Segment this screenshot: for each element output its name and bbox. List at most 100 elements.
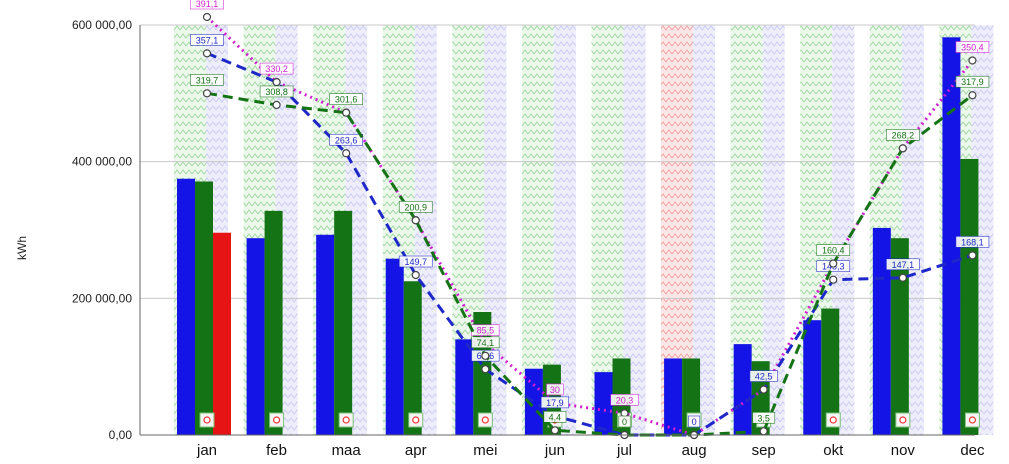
line-point — [202, 49, 212, 58]
bar-jun-0 — [524, 368, 543, 435]
background-bands — [174, 25, 994, 435]
data-label: 268,2 — [892, 130, 915, 140]
data-label: 85,5 — [477, 326, 495, 336]
x-tick-label-jan: jan — [196, 442, 217, 459]
zero-point-okt — [829, 416, 837, 424]
data-label-box — [955, 236, 990, 248]
line-point — [481, 365, 490, 374]
bar-feb-1 — [264, 210, 283, 435]
x-tick-label-nov: nov — [891, 442, 916, 459]
bar-maa-1 — [334, 210, 353, 435]
data-label-box — [886, 258, 920, 271]
line-point — [829, 259, 838, 268]
y-tick-label: 0,00 — [109, 428, 133, 442]
bar-apr-1 — [403, 281, 422, 435]
line-point — [759, 385, 768, 394]
data-label: 0 — [692, 417, 697, 427]
data-label: 200,9 — [404, 202, 427, 212]
data-label: 263,6 — [335, 135, 358, 145]
data-label: 308,8 — [265, 87, 288, 97]
line-point — [272, 77, 281, 87]
line-point — [759, 427, 768, 436]
axes: 0,00 200 000,00 400 000,00 600 000,00 jan feb… — [72, 18, 985, 459]
band-blue-pattern-aug — [693, 25, 716, 435]
data-label: 350,4 — [961, 42, 984, 52]
x-tick-label-dec: dec — [960, 442, 985, 459]
data-label: 4,4 — [549, 412, 562, 422]
data-label-box — [816, 244, 851, 256]
data-label: 149,7 — [404, 257, 427, 267]
x-tick-label-jul: jul — [616, 442, 632, 459]
bar-okt-1 — [821, 308, 840, 435]
data-label-box — [610, 394, 639, 406]
data-label: 391,1 — [196, 0, 219, 9]
band-blue-pattern-jun — [553, 25, 576, 435]
data-label-box — [190, 34, 224, 46]
x-tick-label-feb: feb — [266, 442, 287, 459]
bar-feb-0 — [246, 238, 265, 435]
data-label: 147,1 — [892, 260, 915, 270]
data-label: 3,5 — [757, 413, 770, 423]
line-point — [898, 273, 907, 282]
bar-okt-0 — [803, 320, 822, 435]
line-point — [411, 270, 420, 280]
bar-dec-1 — [960, 158, 979, 435]
data-label-box — [259, 85, 294, 98]
line-point — [968, 91, 977, 100]
data-label-box — [618, 415, 631, 428]
x-tick-label-mei: mei — [473, 442, 497, 459]
bar-apr-0 — [385, 258, 404, 435]
data-label-box — [329, 93, 363, 105]
zero-point-mei — [481, 416, 489, 424]
y-tick-label: 400 000,00 — [72, 155, 132, 169]
data-label: 74,1 — [477, 338, 495, 348]
x-tick-label-sep: sep — [752, 442, 776, 459]
line-point — [968, 251, 977, 260]
data-label-box — [471, 336, 500, 349]
data-label-box — [752, 411, 776, 424]
line-series: 391,1 330,2 85,5 30 20,3 350,4 357,1 263,6 149,7… — [190, 0, 990, 440]
line-series-1 — [206, 51, 973, 437]
zero-point-maa — [342, 416, 350, 424]
data-label-box — [190, 0, 224, 10]
data-label: 20,3 — [616, 395, 634, 405]
bar-jul-0 — [594, 372, 613, 435]
line-point — [829, 275, 838, 284]
x-tick-label-okt: okt — [823, 442, 844, 459]
data-label-box — [955, 41, 990, 53]
bar-mei-0 — [455, 339, 474, 435]
y-tick-label: 200 000,00 — [72, 291, 132, 305]
y-axis-label: kWh — [15, 236, 29, 260]
bar-jan-0 — [177, 178, 195, 435]
x-tick-label-maa: maa — [332, 442, 362, 459]
zero-point-dec — [968, 416, 977, 424]
data-label-box — [329, 133, 363, 146]
x-tick-label-aug: aug — [682, 442, 707, 459]
line-point — [202, 89, 212, 98]
line-point — [481, 351, 490, 360]
bar-aug-0 — [664, 358, 683, 435]
data-label: 317,9 — [961, 77, 984, 87]
data-label: 301,6 — [335, 95, 358, 105]
data-label-box — [543, 410, 567, 423]
data-label: 0 — [622, 417, 627, 427]
line-point — [968, 56, 977, 65]
line-point — [342, 149, 351, 158]
data-label-box — [955, 75, 990, 88]
line-point — [272, 100, 281, 110]
data-label-box — [749, 370, 778, 382]
band-blue-pattern-jul — [623, 25, 646, 435]
zero-point-feb — [272, 416, 281, 424]
data-label: 319,7 — [196, 75, 219, 85]
line-point — [898, 144, 907, 153]
bar-dec-0 — [942, 37, 961, 436]
data-label: 357,1 — [196, 35, 219, 45]
line-point — [411, 216, 420, 225]
data-label-box — [398, 200, 433, 213]
data-label-box — [540, 396, 570, 409]
bar-maa-0 — [316, 234, 335, 435]
bar-nov-1 — [890, 238, 909, 435]
x-tick-label-jun: jun — [544, 442, 565, 459]
data-label: 160,4 — [822, 246, 845, 256]
